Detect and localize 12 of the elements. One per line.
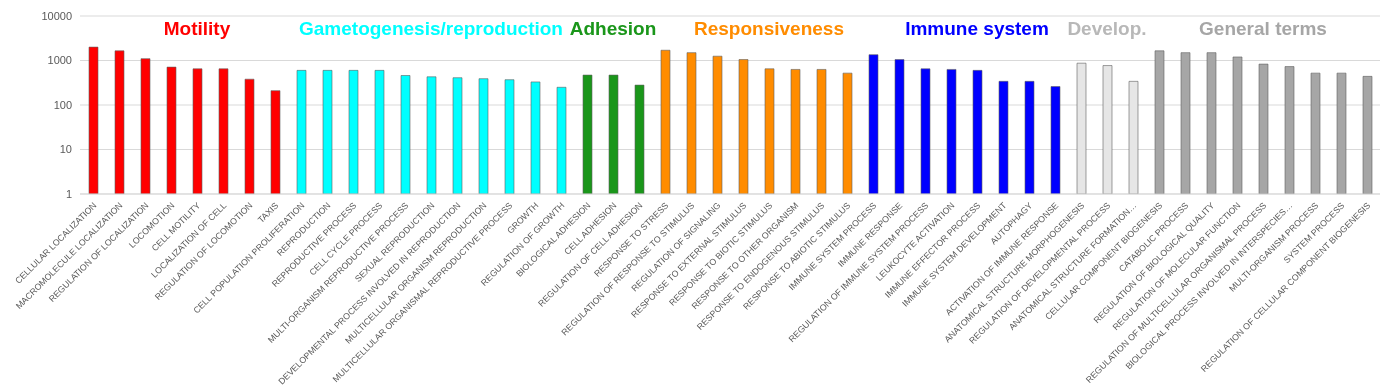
y-tick-label: 10 — [59, 143, 72, 156]
annotation: Develop. — [1067, 18, 1147, 40]
annotation: Adhesion — [569, 18, 657, 40]
y-tick-label: 100 — [53, 98, 72, 111]
annotation: Motility — [163, 18, 231, 40]
y-tick-label: 10000 — [41, 9, 72, 22]
y-tick-label: 1000 — [47, 54, 72, 67]
y-tick-label: 1 — [65, 187, 72, 200]
annotation: Responsiveness — [694, 18, 844, 40]
annotation: General terms — [1199, 18, 1327, 40]
annotation: Gametogenesis/reproduction — [299, 18, 563, 40]
annotation: Immune system — [905, 18, 1049, 40]
